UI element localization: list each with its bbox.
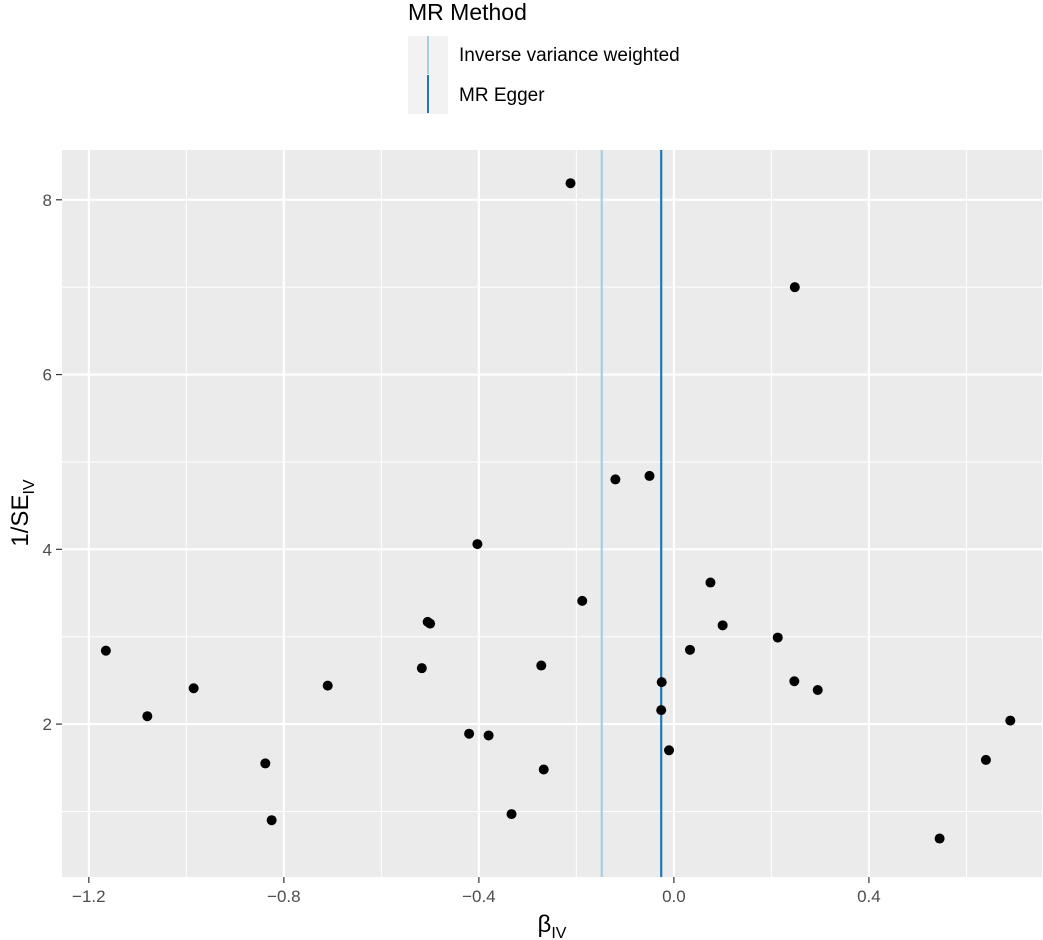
y-axis-title-sub: IV: [21, 479, 38, 494]
x-tick-label: −0.4: [462, 887, 496, 906]
data-point: [425, 618, 436, 629]
data-point: [644, 470, 655, 481]
legend-label-ivw: Inverse variance weighted: [459, 45, 680, 66]
data-point: [684, 644, 695, 655]
data-point: [565, 178, 576, 189]
data-point: [322, 680, 333, 691]
data-point: [577, 595, 588, 606]
y-axis-title: 1/SEIV: [7, 479, 38, 546]
data-point: [717, 620, 728, 631]
data-point: [536, 660, 547, 671]
data-point: [980, 754, 991, 765]
reference-lines: [600, 150, 663, 877]
data-point: [1005, 715, 1016, 726]
data-point: [188, 683, 199, 694]
legend-label-egger: MR Egger: [459, 85, 545, 106]
data-point: [789, 282, 800, 293]
data-point: [464, 728, 475, 739]
data-point: [812, 685, 823, 696]
data-point: [656, 677, 667, 688]
data-point: [472, 539, 483, 550]
data-points: [100, 178, 1016, 844]
legend-title: MR Method: [408, 0, 527, 25]
data-point: [100, 645, 111, 656]
x-tick-label: 0.4: [857, 887, 881, 906]
x-tick-label: −0.8: [267, 887, 301, 906]
grid-major: [62, 150, 1042, 877]
x-axis: −1.2 −0.8 −0.4 0.0 0.4: [72, 877, 881, 906]
data-point: [610, 474, 621, 485]
x-axis-title-main: β: [538, 911, 552, 938]
data-point: [538, 764, 549, 775]
data-point: [664, 745, 675, 756]
x-tick-label: −1.2: [72, 887, 106, 906]
y-tick-label: 2: [43, 715, 52, 734]
y-tick-label: 8: [43, 191, 52, 210]
y-axis: 2 4 6 8: [43, 191, 62, 734]
data-point: [705, 577, 716, 588]
x-axis-title: βIV: [538, 911, 567, 940]
data-point: [506, 809, 517, 820]
data-point: [789, 676, 800, 687]
data-point: [656, 705, 667, 716]
y-tick-label: 4: [43, 540, 52, 559]
data-point: [483, 730, 494, 741]
x-axis-title-sub: IV: [551, 925, 566, 940]
data-point: [142, 711, 153, 722]
data-point: [934, 833, 945, 844]
data-point: [416, 663, 427, 674]
data-point: [266, 815, 277, 826]
data-point: [260, 758, 271, 769]
x-tick-label: 0.0: [662, 887, 686, 906]
grid-minor: [62, 150, 1042, 877]
y-axis-title-main: 1/SE: [7, 495, 34, 547]
legend: MR Method Inverse variance weighted MR E…: [408, 0, 680, 114]
y-tick-label: 6: [43, 366, 52, 385]
plot-panel: [62, 150, 1042, 877]
data-point: [772, 632, 783, 643]
